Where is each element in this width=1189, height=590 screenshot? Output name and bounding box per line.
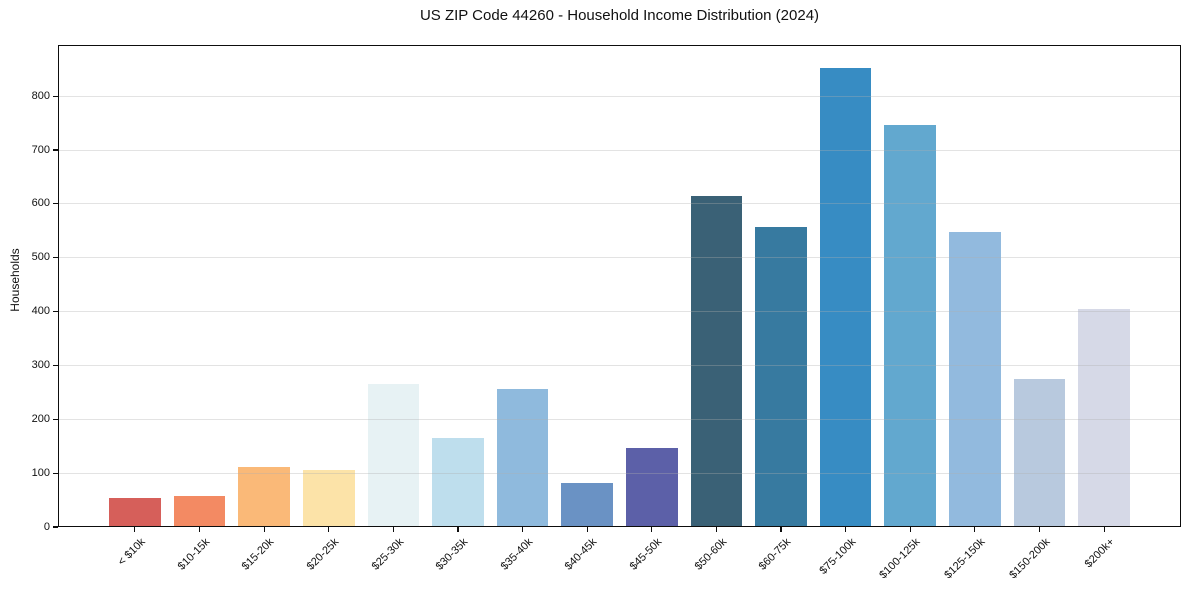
x-tick-mark-$100-125k [909, 527, 911, 532]
bar-$45-50k [625, 447, 678, 527]
x-tick-label-$100-125k: $100-125k [877, 536, 923, 582]
y-tick-label-400: 400 [31, 305, 50, 318]
x-tick-label-$75-100k: $75-100k [817, 536, 859, 577]
gridline-y-500 [58, 257, 1181, 259]
x-tick-mark-$50-60k [715, 527, 717, 532]
x-tick-label-$35-40k: $35-40k [498, 536, 536, 573]
x-tick-mark-$75-100k [845, 527, 847, 532]
bar-$20-25k [302, 469, 355, 527]
bar-$100-125k [884, 124, 937, 527]
x-tick-label-$60-75k: $60-75k [756, 536, 794, 573]
chart-title: US ZIP Code 44260 - Household Income Dis… [419, 7, 820, 24]
x-tick-mark-$200k+ [1103, 527, 1105, 532]
bar-$10-15k [173, 496, 226, 527]
x-tick-label-$20-25k: $20-25k [304, 536, 342, 573]
x-tick-mark-$60-75k [780, 527, 782, 532]
y-tick-mark-500 [53, 257, 58, 259]
bar-$60-75k [755, 227, 807, 527]
bar-$35-40k [496, 389, 549, 527]
x-tick-mark-$40-45k [586, 527, 588, 532]
x-tick-label-$45-50k: $45-50k [627, 536, 665, 573]
y-tick-label-200: 200 [31, 412, 50, 425]
x-tick-mark-$150-200k [1038, 527, 1041, 532]
bar-$30-35k [432, 437, 484, 527]
bar-$200k+ [1078, 308, 1130, 527]
bar-< $10k [109, 497, 161, 527]
x-tick-mark-$10-15k [198, 527, 201, 532]
x-tick-label-$30-35k: $30-35k [433, 536, 471, 573]
x-tick-label-$25-30k: $25-30k [369, 536, 406, 573]
y-tick-label-300: 300 [31, 358, 50, 371]
bar-$150-200k [1013, 378, 1066, 527]
y-tick-label-700: 700 [31, 143, 50, 156]
gridline-y-100 [58, 472, 1181, 474]
y-tick-label-800: 800 [31, 89, 50, 102]
x-tick-mark-$35-40k [521, 527, 524, 532]
gridline-y-200 [58, 418, 1181, 420]
bar-$15-20k [238, 467, 290, 527]
y-tick-mark-0 [53, 526, 58, 528]
bar-$40-45k [561, 482, 614, 527]
x-tick-label-$40-45k: $40-45k [563, 536, 600, 573]
x-tick-label-$200k+: $200k+ [1082, 536, 1117, 571]
x-tick-mark-$20-25k [328, 527, 330, 532]
y-tick-label-100: 100 [31, 466, 50, 479]
x-tick-mark-$125-150k [974, 527, 976, 532]
x-tick-label-$125-150k: $125-150k [942, 536, 988, 582]
x-tick-mark-$25-30k [392, 527, 394, 532]
y-tick-mark-300 [53, 364, 58, 367]
gridline-y-600 [58, 203, 1181, 205]
x-tick-mark-$30-35k [457, 527, 459, 532]
x-tick-mark-$45-50k [651, 527, 653, 532]
y-tick-label-500: 500 [31, 251, 50, 264]
x-tick-label-$15-20k: $15-20k [240, 536, 277, 573]
y-tick-mark-700 [53, 149, 58, 151]
plot-border [58, 45, 1181, 527]
y-tick-mark-600 [53, 203, 58, 205]
gridline-y-700 [58, 149, 1181, 151]
y-tick-label-600: 600 [31, 197, 50, 210]
x-tick-label-$150-200k: $150-200k [1006, 536, 1052, 582]
x-tick-label-$50-60k: $50-60k [692, 536, 729, 573]
y-tick-label-0: 0 [43, 520, 50, 533]
bar-$50-60k [690, 195, 743, 527]
y-tick-mark-800 [53, 95, 58, 97]
x-tick-label-$10-15k: $10-15k [175, 536, 213, 573]
bar-$125-150k [949, 231, 1001, 527]
gridline-y-300 [58, 364, 1181, 366]
bar-$25-30k [367, 384, 420, 527]
gridline-y-400 [58, 311, 1181, 313]
bar-$75-100k [819, 68, 872, 527]
x-tick-label-< $10k: < $10k [115, 536, 148, 569]
gridline-y-800 [58, 95, 1181, 97]
y-tick-mark-100 [53, 472, 58, 474]
x-tick-mark-< $10k [134, 527, 136, 532]
x-tick-mark-$15-20k [263, 527, 265, 532]
y-tick-mark-400 [53, 310, 58, 313]
y-tick-mark-200 [53, 418, 58, 420]
